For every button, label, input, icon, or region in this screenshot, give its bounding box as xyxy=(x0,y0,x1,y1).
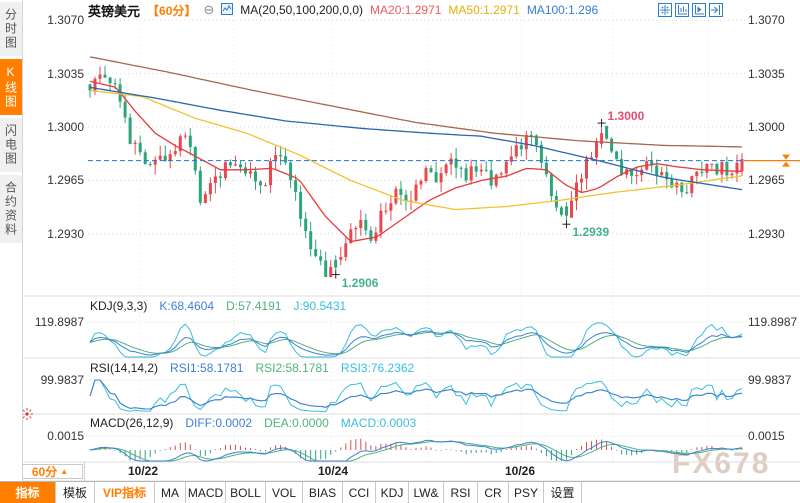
sidebar-item-lightning-chart[interactable]: 闪电图 xyxy=(0,118,22,172)
period-label: 【60分】 xyxy=(147,3,197,18)
x-axis-date: 10/26 xyxy=(504,464,536,478)
collapse-icon[interactable]: ⊖ xyxy=(203,2,215,17)
rsi1-value: RSI1:58.1781 xyxy=(170,361,244,375)
period-selector-button[interactable]: 60分 ▲ xyxy=(17,464,83,479)
tab-vol[interactable]: VOL xyxy=(266,482,303,503)
period-cell: 60分 ▲ xyxy=(0,462,85,481)
y-axis-label: 1.2965 xyxy=(748,173,785,187)
rsi-title: RSI(14,14,2) xyxy=(90,361,159,375)
tab-boll[interactable]: BOLL xyxy=(226,482,266,503)
crosshair-icon[interactable] xyxy=(658,3,672,17)
kdj-j-value: J:90.5431 xyxy=(293,299,347,313)
watermark: FX678 xyxy=(672,447,771,480)
high-price-annotation: 1.3000 xyxy=(607,109,645,124)
kdj-title: KDJ(9,3,3) xyxy=(90,299,148,313)
low-price-annotation: 1.2939 xyxy=(572,225,610,240)
ma20-value: MA20:1.2971 xyxy=(370,3,442,17)
pan-right-icon[interactable] xyxy=(709,3,723,17)
chart-header: 英镑美元 【60分】 ⊖ MA(20,50,100,200,0,0) MA20:… xyxy=(88,2,599,19)
y-axis-label: 1.3000 xyxy=(47,120,84,134)
tab-template[interactable]: 模板 xyxy=(56,482,95,503)
macd-scale-label: 0.0015 xyxy=(748,429,800,443)
y-axis-label: 1.2965 xyxy=(47,173,84,187)
sidebar-item-contract-info[interactable]: 合约资料 xyxy=(0,175,22,243)
rsi-scale-label: 99.9837 xyxy=(30,373,84,387)
ma-formula: MA(20,50,100,200,0,0) xyxy=(240,3,364,17)
tab-settings[interactable]: 设置 xyxy=(544,482,582,503)
kdj-k-value: K:68.4604 xyxy=(159,299,215,313)
sidebar-item-time-chart[interactable]: 分时图 xyxy=(0,2,22,56)
y-axis-label: 1.3070 xyxy=(748,13,785,27)
macd-title: MACD(26,12,9) xyxy=(90,416,174,430)
tab-indicator[interactable]: 指标 xyxy=(0,482,56,503)
y-axis-label: 1.3035 xyxy=(748,67,785,81)
rsi-scale-label: 99.9837 xyxy=(748,373,800,387)
rsi-header: RSI(14,14,2) RSI1:58.1781 RSI2:58.1781 R… xyxy=(90,361,414,375)
macd-diff-value: DIFF:0.0002 xyxy=(185,416,253,430)
left-sidebar: 分时图 K线图 闪电图 合约资料 xyxy=(0,0,23,481)
macd-dea-value: DEA:0.0000 xyxy=(264,416,329,430)
y-axis-label: 1.3035 xyxy=(47,67,84,81)
kdj-scale-label: 119.8987 xyxy=(30,315,84,329)
ma50-value: MA50:1.2971 xyxy=(448,3,520,17)
tab-ma[interactable]: MA xyxy=(155,482,186,503)
tab-bias[interactable]: BIAS xyxy=(303,482,343,503)
indicator-chart-icon[interactable] xyxy=(221,2,234,18)
macd-value: MACD:0.0003 xyxy=(340,416,417,430)
tab-cr[interactable]: CR xyxy=(478,482,509,503)
y-axis-label: 1.3070 xyxy=(47,13,84,27)
x-axis-date: 10/24 xyxy=(317,464,349,478)
arrow-up-icon: ▲ xyxy=(60,467,69,476)
ma100-value: MA100:1.296 xyxy=(526,3,599,17)
tab-macd[interactable]: MACD xyxy=(186,482,226,503)
tab-psy[interactable]: PSY xyxy=(509,482,544,503)
tab-cci[interactable]: CCI xyxy=(343,482,376,503)
symbol-name: 英镑美元 xyxy=(88,3,141,19)
rsi2-value: RSI2:58.1781 xyxy=(255,361,329,375)
y-axis-label: 1.2930 xyxy=(47,227,84,241)
kdj-scale-label: 119.8987 xyxy=(748,315,800,329)
kdj-d-value: D:57.4191 xyxy=(226,299,282,313)
zoom-y-axis-icon[interactable] xyxy=(675,3,689,17)
y-axis-label: 1.3000 xyxy=(748,120,785,134)
rsi3-value: RSI3:76.2362 xyxy=(340,361,415,375)
kdj-header: KDJ(9,3,3) K:68.4604 D:57.4191 J:90.5431 xyxy=(90,299,346,313)
tab-lw[interactable]: LW& xyxy=(409,482,444,503)
sidebar-item-kline-chart[interactable]: K线图 xyxy=(0,59,22,115)
macd-scale-label: 0.0015 xyxy=(30,429,84,443)
macd-header: MACD(26,12,9) DIFF:0.0002 DEA:0.0000 MAC… xyxy=(90,416,416,430)
indicator-tab-bar: 指标 模板 VIP指标 MA MACD BOLL VOL BIAS CCI KD… xyxy=(0,481,800,503)
x-axis-row: 60分 ▲ 10/22 10/24 10/26 xyxy=(0,462,800,481)
y-axis-label: 1.2930 xyxy=(748,227,785,241)
chart-tools xyxy=(658,3,723,17)
low-price-annotation: 1.2906 xyxy=(341,275,379,290)
zoom-x-axis-icon[interactable] xyxy=(692,3,706,17)
tab-kdj[interactable]: KDJ xyxy=(376,482,409,503)
x-axis-date: 10/22 xyxy=(127,464,159,478)
tab-vip-indicator[interactable]: VIP指标 xyxy=(95,482,155,503)
tab-rsi[interactable]: RSI xyxy=(444,482,478,503)
